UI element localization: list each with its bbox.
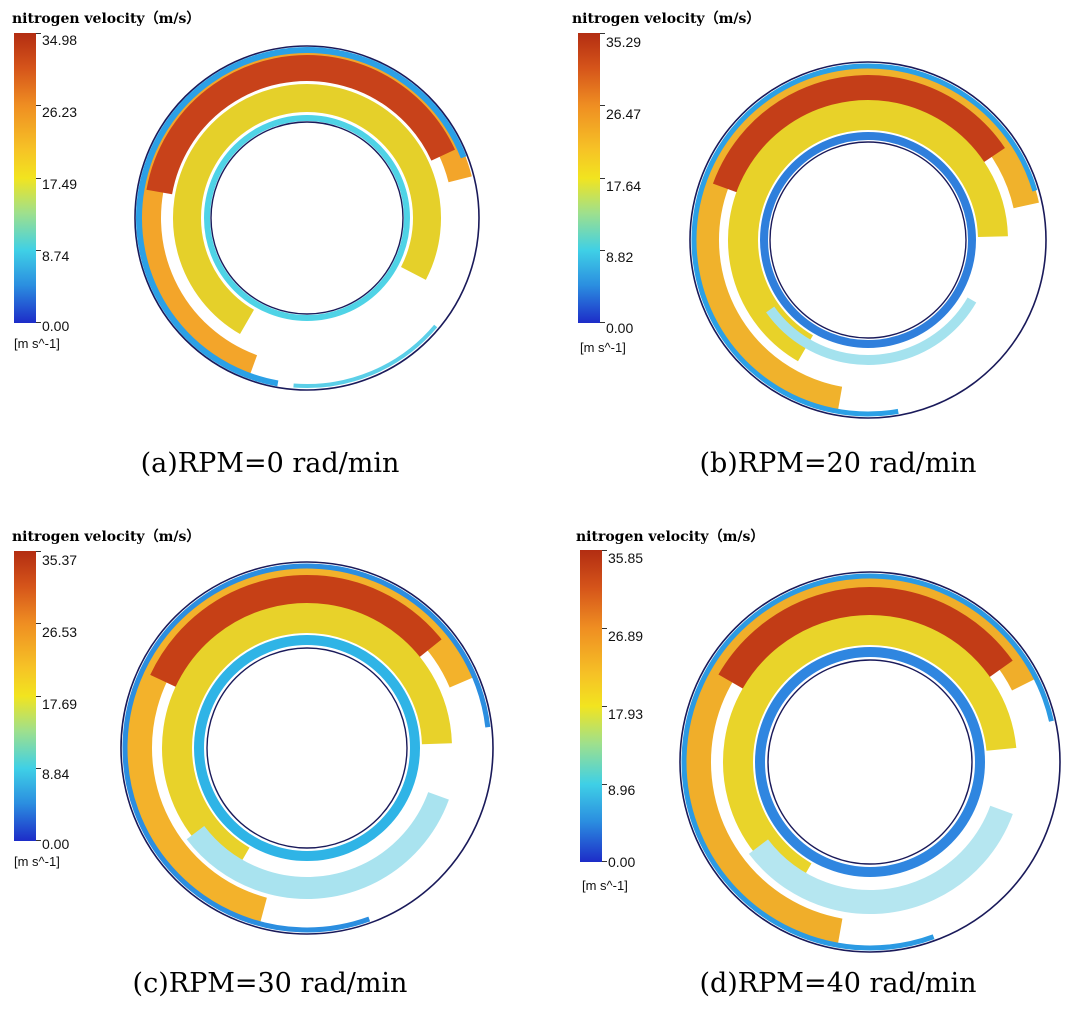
colorbar-label-q3: 26.89 [608,628,644,644]
colorbar-tick [600,322,605,323]
colorbar-label-q1: 8.84 [42,766,70,782]
panel-d: nitrogen velocity（m/s） 35.85 26.89 17.93… [540,518,1080,1024]
colorbar-unit: [m s^-1] [580,340,626,355]
panel-caption: (d)RPM=40 rad/min [699,968,977,999]
colorbar-tick [36,840,41,841]
colorbar-unit: [m s^-1] [582,878,628,893]
colorbar-unit: [m s^-1] [14,336,60,351]
colorbar-tick [36,551,41,552]
colorbar-label-q3: 26.53 [42,624,78,640]
panel-caption: (a)RPM=0 rad/min [140,448,400,479]
colorbar-tick [36,105,41,106]
colorbar-label-max: 35.29 [606,34,642,50]
colorbar-label-q3: 26.23 [42,104,78,120]
colorbar-label-q3: 26.47 [606,106,642,122]
colorbar-tick [600,250,605,251]
colorbar [580,550,602,862]
colorbar-title: nitrogen velocity（m/s） [12,11,201,27]
colorbar-label-min: 0.00 [42,318,70,334]
streamline-plot [689,61,1047,419]
colorbar [14,33,36,323]
colorbar-tick [600,33,605,34]
colorbar-label-min: 0.00 [608,854,636,870]
colorbar-tick [600,105,605,106]
panel-b: nitrogen velocity（m/s） 35.29 26.47 17.64… [540,0,1080,506]
colorbar-label-mid: 17.93 [608,706,644,722]
colorbar-label-min: 0.00 [42,836,70,852]
colorbar-title: nitrogen velocity（m/s） [576,529,765,545]
colorbar-tick [36,33,41,34]
colorbar-tick [602,861,607,862]
colorbar-tick [600,178,605,179]
inner-wall [769,141,967,339]
colorbar-label-mid: 17.69 [42,696,78,712]
colorbar-tick [36,322,41,323]
colorbar-tick [602,706,607,707]
streamline-plot [134,45,480,391]
colorbar-label-min: 0.00 [606,320,634,336]
inner-wall [767,659,973,865]
streamline-plot [679,571,1061,953]
colorbar-label-q1: 8.96 [608,782,636,798]
colorbar-tick [602,784,607,785]
colorbar-unit: [m s^-1] [14,854,60,869]
inner-wall [210,121,404,315]
colorbar-title: nitrogen velocity（m/s） [572,11,761,27]
colorbar-tick [36,696,41,697]
colorbar-label-mid: 17.49 [42,176,78,192]
colorbar-label-mid: 17.64 [606,178,642,194]
colorbar-tick [36,178,41,179]
colorbar-title: nitrogen velocity（m/s） [12,529,201,545]
colorbar-tick [36,768,41,769]
colorbar-label-q1: 8.74 [42,248,70,264]
colorbar-label-q1: 8.82 [606,249,634,265]
colorbar-label-max: 34.98 [42,32,78,48]
colorbar-label-max: 35.85 [608,550,644,566]
panel-c: nitrogen velocity（m/s） 35.37 26.53 17.69… [0,518,540,1024]
colorbar-label-max: 35.37 [42,552,78,568]
panel-caption: (b)RPM=20 rad/min [699,448,977,479]
streamline-plot [120,561,494,935]
colorbar [578,33,600,323]
panel-a: nitrogen velocity（m/s） 34.98 26.23 17.49… [0,0,540,506]
colorbar-tick [602,628,607,629]
colorbar-tick [602,550,607,551]
panel-caption: (c)RPM=30 rad/min [132,968,408,999]
inner-wall [206,647,408,849]
colorbar [14,551,36,841]
colorbar-tick [36,250,41,251]
colorbar-tick [36,623,41,624]
